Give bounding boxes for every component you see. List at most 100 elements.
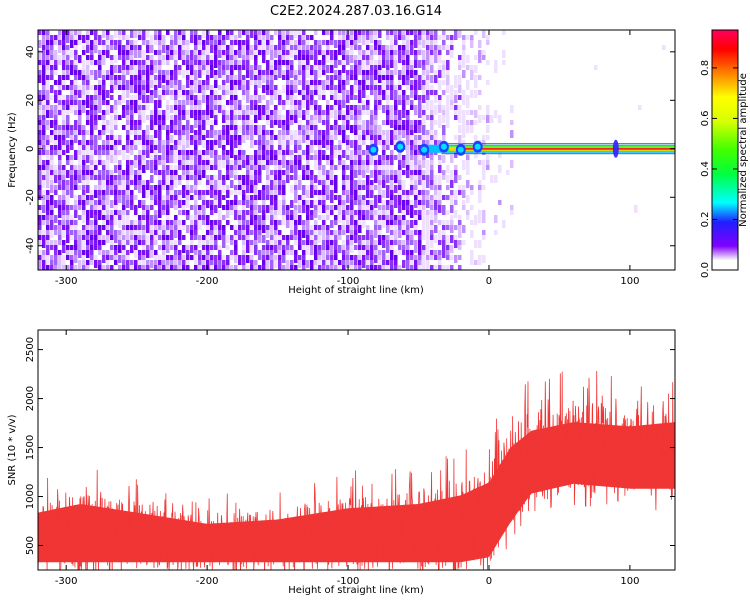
colorbar: 0.00.20.40.60.8 Normalized spectral ampl…: [700, 29, 749, 278]
heatmap-cell: [362, 245, 366, 250]
heatmap-cell: [170, 135, 174, 143]
heatmap-cell: [282, 250, 286, 258]
heatmap-cell: [158, 260, 162, 268]
heatmap-cell: [194, 265, 198, 270]
heatmap-cell: [254, 35, 258, 43]
heatmap-cell: [162, 125, 166, 130]
heatmap-cell: [106, 200, 110, 205]
heatmap-cell: [150, 240, 154, 245]
heatmap-cell: [290, 225, 294, 230]
heatmap-cell: [358, 245, 362, 253]
heatmap-cell: [274, 175, 278, 183]
heatmap-cell: [410, 85, 414, 90]
heatmap-cell: [486, 160, 490, 165]
heatmap-cell: [406, 85, 410, 90]
heatmap-cell: [258, 255, 262, 260]
heatmap-cell: [114, 45, 118, 50]
heatmap-cell: [294, 115, 298, 123]
heatmap-cell: [78, 120, 82, 128]
heatmap-cell: [302, 205, 306, 213]
heatmap-cell: [334, 50, 338, 55]
heatmap-cell: [262, 245, 266, 253]
heatmap-cell: [366, 190, 370, 198]
heatmap-cell: [422, 245, 426, 253]
heatmap-cell: [190, 100, 194, 108]
heatmap-cell: [430, 205, 434, 213]
heatmap-cell: [318, 115, 322, 123]
heatmap-cell: [62, 100, 66, 108]
heatmap-cell: [82, 65, 86, 70]
heatmap-cell: [62, 200, 66, 208]
heatmap-cell: [62, 50, 66, 58]
heatmap-cell: [154, 185, 158, 190]
heatmap-cell: [346, 40, 350, 48]
heatmap-cell: [390, 40, 394, 48]
heatmap-cell: [218, 255, 222, 260]
heatmap-cell: [438, 65, 442, 73]
heatmap-cell: [102, 70, 106, 75]
heatmap-cell: [182, 90, 186, 98]
heatmap-cell: [50, 135, 54, 143]
heatmap-cell: [354, 235, 358, 243]
heatmap-cell: [98, 130, 102, 138]
heatmap-cell: [254, 40, 258, 48]
heatmap-cell: [378, 85, 382, 93]
heatmap-cell: [94, 30, 98, 35]
heatmap-cell: [202, 220, 206, 225]
heatmap-cell: [218, 230, 222, 238]
heatmap-cell: [418, 190, 422, 195]
heatmap-cell: [50, 45, 54, 53]
heatmap-cell: [122, 180, 126, 185]
heatmap-cell: [274, 230, 278, 238]
heatmap-cell: [94, 200, 98, 205]
heatmap-cell: [294, 230, 298, 235]
heatmap-cell: [82, 215, 86, 223]
heatmap-cell: [414, 245, 418, 253]
heatmap-cell: [426, 85, 430, 90]
heatmap-cell: [406, 60, 410, 68]
heatmap-cell: [290, 35, 294, 40]
heatmap-cell: [286, 115, 290, 123]
heatmap-cell: [378, 30, 382, 38]
heatmap-cell: [94, 205, 98, 213]
heatmap-cell: [254, 70, 258, 75]
heatmap-cell: [74, 125, 78, 130]
heatmap-cell: [114, 230, 118, 235]
heatmap-cell: [126, 100, 130, 105]
heatmap-cell: [250, 210, 254, 215]
heatmap-cell: [330, 130, 334, 138]
heatmap-cell: [414, 75, 418, 83]
heatmap-cell: [350, 220, 354, 228]
heatmap-cell: [386, 245, 390, 253]
heatmap-cell: [294, 215, 298, 220]
heatmap-cell: [438, 220, 442, 225]
heatmap-cell: [50, 205, 54, 210]
heatmap-cell: [186, 260, 190, 265]
heatmap-cell: [238, 255, 242, 263]
heatmap-cell: [350, 50, 354, 55]
heatmap-cell: [38, 160, 42, 165]
heatmap-cell: [398, 265, 402, 270]
heatmap-cell: [242, 195, 246, 200]
heatmap-cell: [46, 220, 50, 225]
heatmap-cell: [250, 65, 254, 70]
heatmap-cell: [198, 50, 202, 58]
heatmap-cell: [430, 100, 434, 105]
heatmap-cell: [390, 85, 394, 93]
heatmap-cell: [406, 205, 410, 213]
heatmap-cell: [198, 195, 202, 200]
heatmap-cell: [278, 100, 282, 105]
heatmap-cell: [182, 225, 186, 230]
heatmap-cell: [258, 135, 262, 143]
heatmap-cell: [58, 85, 62, 93]
heatmap-cell: [190, 135, 194, 140]
heatmap-cell: [222, 50, 226, 55]
heatmap-cell: [46, 60, 50, 65]
heatmap-cell: [74, 120, 78, 125]
heatmap-cell: [146, 125, 150, 130]
heatmap-cell: [394, 185, 398, 193]
heatmap-cell: [134, 250, 138, 258]
heatmap-cell: [398, 155, 402, 160]
heatmap-cell: [270, 90, 274, 95]
heatmap-cell: [214, 55, 218, 63]
